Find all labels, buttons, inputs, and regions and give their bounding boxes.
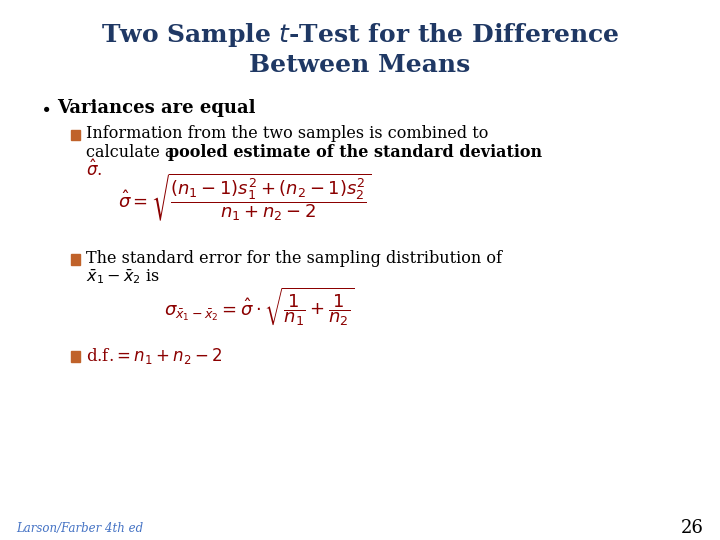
Text: Information from the two samples is combined to: Information from the two samples is comb… <box>86 125 489 143</box>
Text: Two Sample $\it{t}$-Test for the Difference: Two Sample $\it{t}$-Test for the Differe… <box>101 21 619 49</box>
Text: $\bullet$: $\bullet$ <box>40 99 50 117</box>
Bar <box>71 254 80 265</box>
Text: $\hat{\sigma}$.: $\hat{\sigma}$. <box>86 160 103 180</box>
Bar <box>71 130 80 140</box>
Text: pooled estimate of the standard deviation: pooled estimate of the standard deviatio… <box>168 144 543 161</box>
Bar <box>71 351 80 362</box>
Text: Between Means: Between Means <box>249 53 471 77</box>
Text: Larson/Farber 4th ed: Larson/Farber 4th ed <box>16 522 143 535</box>
Text: $\sigma_{\bar{x}_1-\bar{x}_2} = \hat{\sigma} \cdot \sqrt{\dfrac{1}{n_1}+\dfrac{1: $\sigma_{\bar{x}_1-\bar{x}_2} = \hat{\si… <box>164 286 354 328</box>
Text: The standard error for the sampling distribution of: The standard error for the sampling dist… <box>86 249 503 267</box>
Text: 26: 26 <box>681 519 704 537</box>
Text: $\bar{x}_1 - \bar{x}_2$ is: $\bar{x}_1 - \bar{x}_2$ is <box>86 267 161 287</box>
Text: calculate a: calculate a <box>86 144 180 161</box>
Text: Variances are equal: Variances are equal <box>58 99 256 117</box>
Text: d.f.$= n_1 + n_2 - 2$: d.f.$= n_1 + n_2 - 2$ <box>86 346 223 367</box>
Text: $\hat{\sigma} = \sqrt{\dfrac{(n_1-1)s_1^2+(n_2-1)s_2^2}{n_1+n_2-2}}$: $\hat{\sigma} = \sqrt{\dfrac{(n_1-1)s_1^… <box>118 171 372 223</box>
